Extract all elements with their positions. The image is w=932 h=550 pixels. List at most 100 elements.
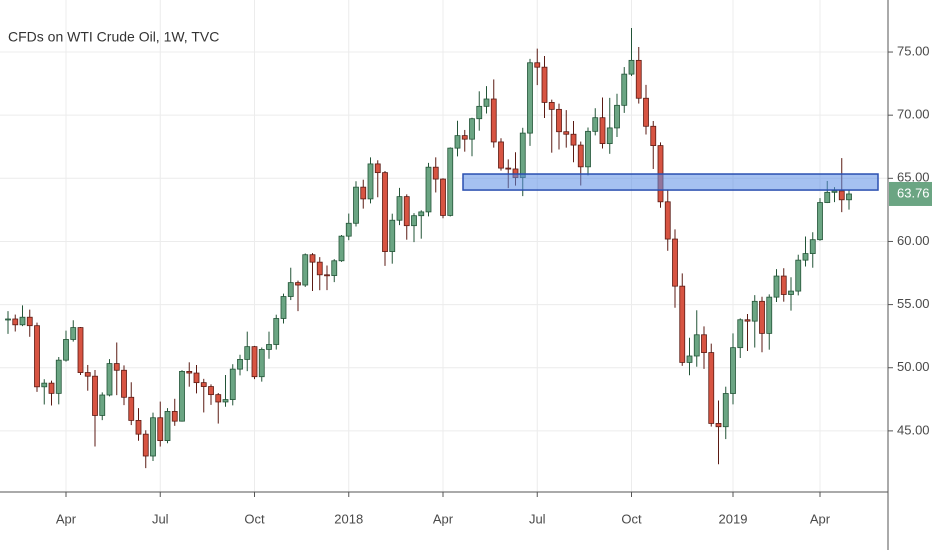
candle-body — [251, 346, 258, 378]
candle-body — [273, 318, 280, 345]
candle-body — [193, 372, 200, 384]
axes: 45.00 50.00 55.00 60.00 65.00 70.00 75.00 Apr Ju… — [56, 43, 932, 526]
candle-body — [121, 369, 127, 398]
candle-body — [302, 254, 309, 286]
candle-body — [440, 178, 446, 216]
candle-body — [809, 239, 816, 254]
candle-body — [360, 186, 367, 200]
y-tick-label: 45.00 — [897, 422, 930, 437]
candle-body — [5, 318, 11, 321]
candle-body — [599, 117, 606, 144]
candle-body — [788, 290, 794, 295]
candle-body — [708, 352, 715, 424]
candle-body — [476, 105, 483, 120]
candle-body — [621, 73, 628, 106]
candle-body — [672, 238, 678, 287]
candle-body — [258, 349, 265, 378]
candle-body — [751, 300, 758, 322]
candle-body — [41, 382, 48, 388]
candle-body — [846, 193, 852, 201]
candle-body — [432, 166, 439, 180]
candle-body — [287, 282, 294, 297]
candle-body — [295, 282, 301, 286]
chart-title: CFDs on WTI Crude Oil, 1W, TVC — [8, 29, 219, 45]
candle-body — [367, 163, 374, 200]
candle-body — [715, 423, 722, 428]
x-tick-label: Jul — [152, 511, 169, 526]
candle-body — [831, 190, 838, 193]
candle-body — [838, 190, 845, 201]
candle-body — [280, 296, 287, 319]
candle-body — [592, 117, 599, 132]
grid — [0, 0, 888, 492]
x-tick-label: Oct — [621, 511, 642, 526]
candle-body — [556, 108, 562, 133]
candle-body — [635, 59, 642, 99]
candle-body — [171, 411, 178, 422]
candle-body — [244, 346, 251, 360]
candle-body — [84, 372, 91, 377]
candle-body — [55, 359, 62, 394]
candle-body — [70, 327, 77, 340]
candle-body — [541, 66, 548, 103]
candle-body — [382, 172, 388, 252]
candle-body — [34, 325, 40, 388]
candle-body — [773, 275, 780, 298]
candles — [5, 28, 879, 469]
candle-body — [664, 201, 671, 240]
x-tick-label: Jul — [529, 511, 546, 526]
candle-body — [614, 104, 620, 129]
candle-body — [396, 196, 403, 221]
candle-body — [744, 319, 751, 322]
candle-body — [374, 163, 381, 174]
candle-body — [490, 98, 497, 143]
x-tick-label: 2019 — [719, 511, 748, 526]
candle-body — [534, 62, 541, 68]
candle-body — [157, 417, 164, 442]
x-tick-label: Apr — [433, 511, 454, 526]
candle-body — [113, 363, 120, 371]
y-tick-label: 70.00 — [897, 107, 930, 122]
candle-body — [519, 132, 526, 178]
candle-body — [237, 359, 243, 370]
candle-body — [92, 375, 98, 416]
candle-body — [628, 59, 635, 75]
y-tick-label: 60.00 — [897, 233, 930, 248]
highlight-zone — [462, 173, 879, 191]
candle-body — [164, 411, 171, 442]
candle-body — [389, 219, 396, 252]
candle-body — [795, 259, 802, 292]
candle-body — [338, 235, 345, 262]
candle-body — [722, 393, 729, 428]
candle-body — [19, 316, 26, 326]
candle-body — [650, 125, 657, 147]
candle-body — [353, 186, 359, 224]
y-tick-label: 65.00 — [897, 170, 930, 185]
x-tick-label: Apr — [810, 511, 831, 526]
candle-body — [606, 127, 613, 144]
candle-body — [737, 319, 744, 349]
candle-body — [135, 419, 142, 435]
candle-body — [577, 144, 584, 168]
candle-body — [418, 211, 425, 217]
candle-body — [222, 399, 229, 403]
candle-body — [585, 130, 591, 168]
candle-body — [505, 167, 512, 170]
candle-body — [12, 318, 19, 326]
candle-body — [766, 296, 773, 334]
candle-body — [26, 316, 33, 327]
candle-body — [563, 131, 570, 135]
candle-body — [679, 285, 686, 363]
candle-body — [208, 386, 214, 396]
candle-body — [802, 253, 809, 261]
candle-body — [48, 382, 55, 394]
candle-body — [701, 334, 707, 353]
candle-body — [77, 327, 84, 373]
last-price-box — [889, 181, 932, 206]
candle-body — [693, 334, 700, 357]
candle-body — [266, 344, 272, 350]
candle-body — [229, 368, 236, 400]
